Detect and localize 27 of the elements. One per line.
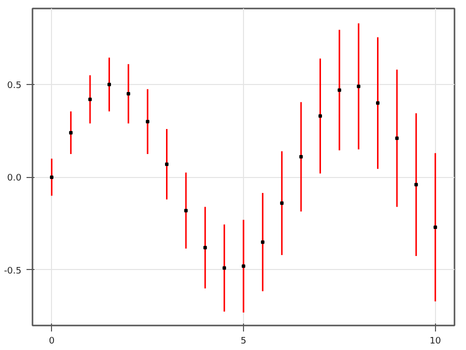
point [280,201,284,205]
point [395,136,399,140]
point [260,240,264,244]
point [50,175,54,179]
point [376,101,380,105]
point [222,266,226,270]
point [184,208,188,212]
point [356,84,360,88]
point [414,182,418,186]
point [318,114,322,118]
point [299,155,303,159]
point [146,120,150,124]
x-tick-label: 5 [240,336,246,346]
point [338,88,342,92]
y-tick-label: 0.0 [7,174,22,184]
x-tick-label: 10 [430,336,442,346]
point [126,92,130,96]
point [88,98,92,102]
point [165,162,169,166]
point [242,264,246,268]
point [69,130,73,134]
x-tick-label: 0 [48,336,55,346]
point [203,246,207,250]
y-tick-label: -0.5 [4,266,22,276]
point [434,226,438,229]
point [107,82,111,86]
y-tick-label: 0.5 [7,81,22,92]
